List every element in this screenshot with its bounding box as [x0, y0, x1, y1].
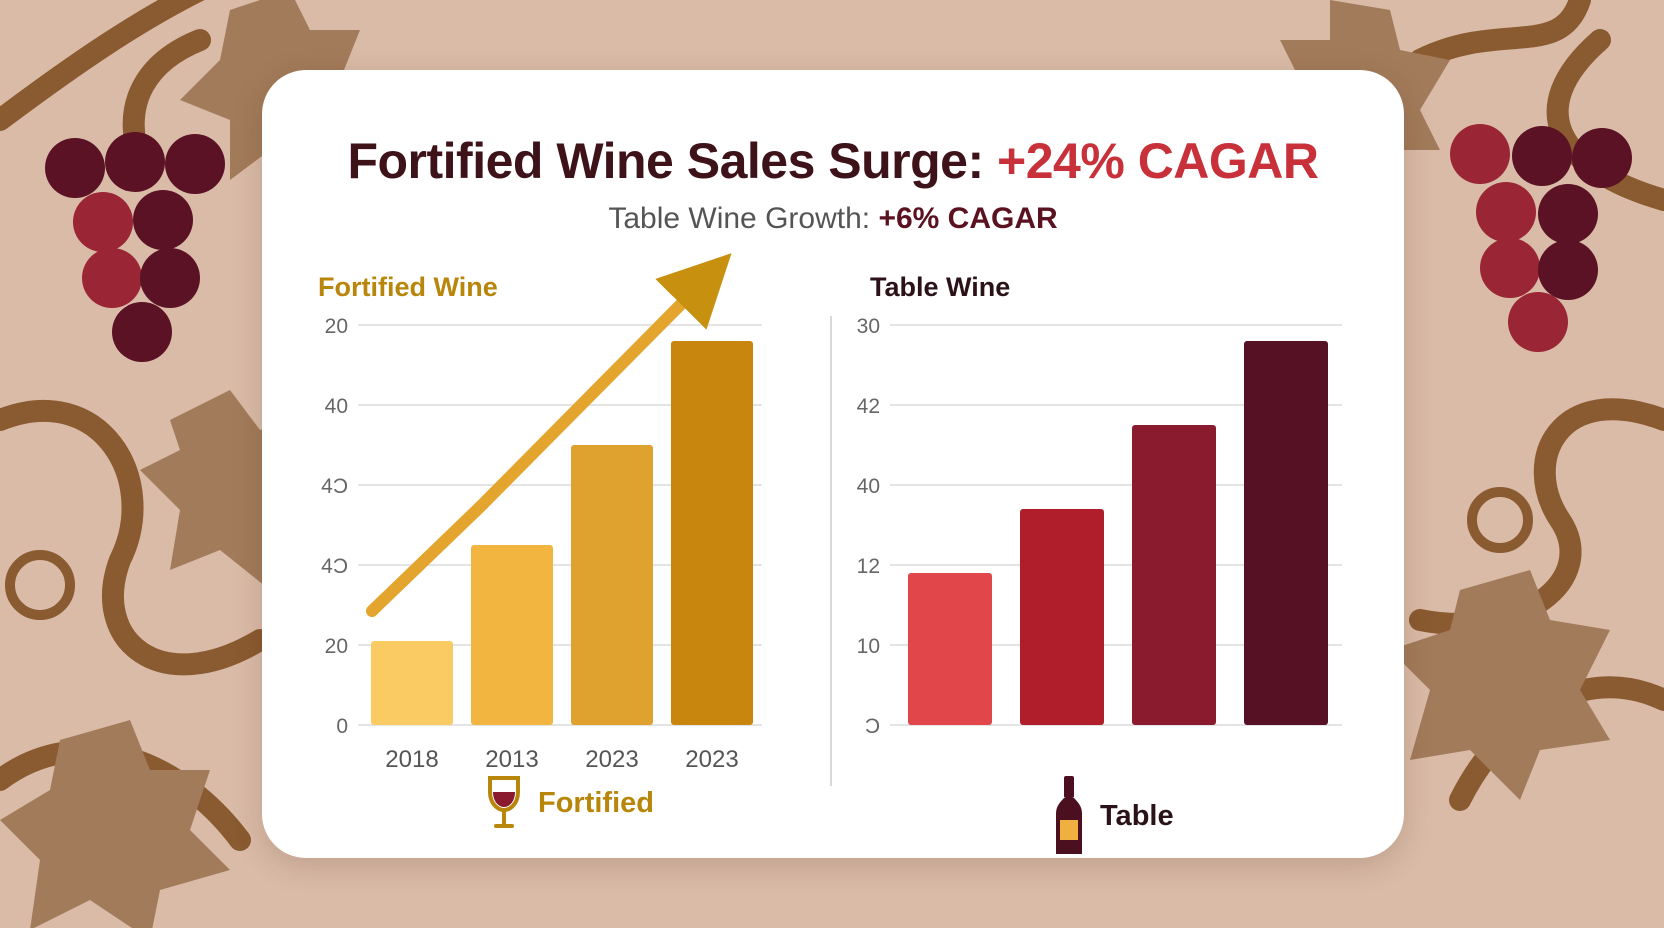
table-y-tick-label: 40 [857, 475, 880, 498]
wine-glass-icon [488, 776, 520, 828]
table-bar [908, 573, 992, 725]
fortified-bar [371, 641, 453, 725]
fortified-bar [471, 545, 553, 725]
trend-arrow [366, 253, 732, 617]
table-bar [1132, 425, 1216, 725]
fortified-y-tick-label: 20 [325, 635, 348, 658]
table-y-tick-label: 30 [857, 315, 880, 338]
bar-charts: 20 40 4Ͻ 4Ͻ 20 0 2018 2013 2023 2023 30 42 40 12 10 Ͻ [321, 253, 1342, 773]
panel-divider [830, 316, 832, 786]
fortified-x-tick-label: 2023 [585, 746, 638, 773]
fortified-x-tick-label: 2018 [385, 746, 438, 773]
fortified-y-tick-label: 0 [336, 715, 348, 738]
table-legend: Table [1054, 774, 1174, 858]
table-y-tick-label: 42 [857, 395, 880, 418]
fortified-y-tick-label: 40 [325, 395, 348, 418]
table-y-tick-label: Ͻ [865, 715, 880, 738]
wine-bottle-icon [1056, 776, 1082, 854]
fortified-y-tick-label: 20 [325, 315, 348, 338]
table-bar [1244, 341, 1328, 725]
table-y-tick-label: 10 [857, 635, 880, 658]
subtitle-accent: +6% CAGAR [878, 202, 1058, 235]
fortified-bar [671, 341, 753, 725]
fortified-bar [571, 445, 653, 725]
fortified-legend-label: Fortified [538, 786, 654, 819]
fortified-y-tick-label: 4Ͻ [321, 555, 348, 578]
subtitle-main: Table Wine Growth: [608, 202, 879, 235]
fortified-x-tick-label: 2023 [685, 746, 738, 773]
table-y-tick-label: 12 [857, 555, 880, 578]
page-title: Fortified Wine Sales Surge: +24% CAGAR [262, 132, 1404, 190]
fortified-x-tick-label: 2013 [485, 746, 538, 773]
fortified-y-tick-label: 4Ͻ [321, 475, 348, 498]
page-subtitle: Table Wine Growth: +6% CAGAR [262, 202, 1404, 236]
table-bar [1020, 509, 1104, 725]
fortified-legend: Fortified [486, 774, 654, 832]
title-accent: +24% CAGAR [997, 133, 1319, 189]
table-chart-title: Table Wine [870, 272, 1011, 302]
chart-card: Fortified Wine Sales Surge: +24% CAGAR T… [262, 70, 1404, 858]
fortified-chart-title: Fortified Wine [318, 272, 498, 302]
title-main: Fortified Wine Sales Surge: [347, 133, 998, 189]
table-legend-label: Table [1100, 799, 1174, 832]
